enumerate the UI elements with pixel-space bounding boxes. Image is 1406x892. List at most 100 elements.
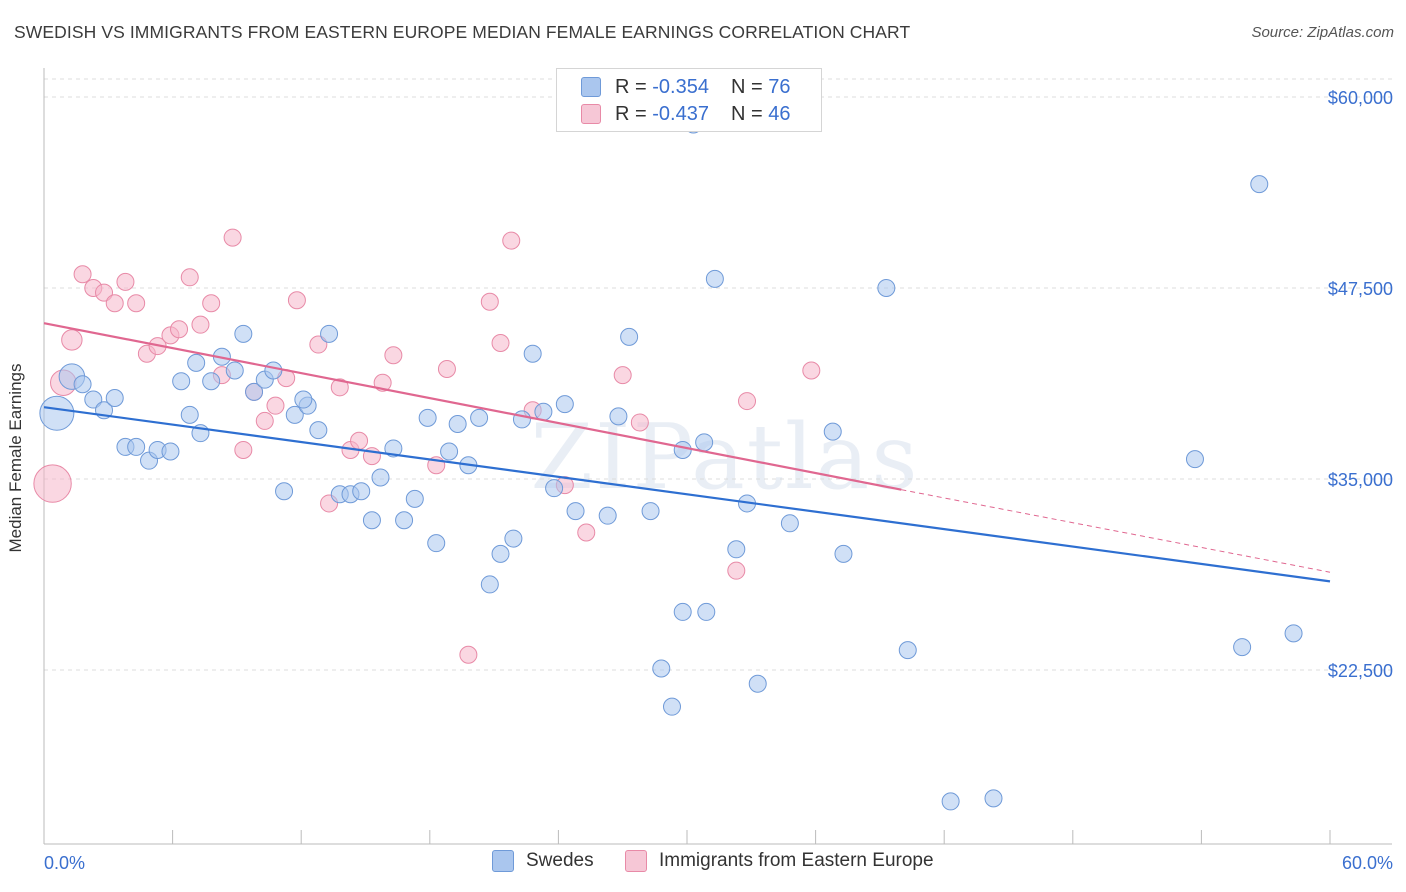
swedes-point xyxy=(440,442,459,461)
immigrants-point xyxy=(180,268,199,287)
swedes-point xyxy=(362,511,381,530)
immigrants-point xyxy=(116,272,135,291)
x-tick-label: 0.0% xyxy=(44,853,85,873)
immigrants-point xyxy=(437,359,456,378)
immigrants-point xyxy=(491,334,510,353)
swedes-point xyxy=(673,602,692,621)
swedes-point xyxy=(555,395,574,414)
swedes-point xyxy=(877,279,896,297)
swedes-point xyxy=(202,372,221,391)
swedes-swatch xyxy=(492,850,514,872)
swedes-point xyxy=(727,540,746,559)
swedes-point xyxy=(225,361,244,380)
immigrants-point xyxy=(309,335,328,354)
immigrants-point xyxy=(577,523,596,542)
swedes-point xyxy=(598,506,617,525)
immigrants-point xyxy=(191,315,210,334)
immigrants-point xyxy=(255,411,274,430)
swedes-point xyxy=(898,641,917,660)
swedes-point xyxy=(673,440,692,459)
legend-row-immigrants: R = -0.437 N = 46 xyxy=(581,101,790,127)
n-label: N = xyxy=(730,102,763,125)
r-value: -0.437 xyxy=(652,102,709,125)
y-tick-label: $22,500 xyxy=(1328,661,1393,681)
immigrants-point xyxy=(330,378,349,397)
swedes-point xyxy=(187,353,206,372)
swedes-point xyxy=(780,514,799,533)
immigrants-point xyxy=(384,346,403,365)
swedes-point xyxy=(285,405,304,424)
legend-label: Swedes xyxy=(526,850,594,871)
swedes-point xyxy=(180,405,199,424)
immigrants-point xyxy=(234,440,253,459)
swedes-point xyxy=(405,489,424,508)
swedes-point xyxy=(172,372,191,391)
swedes-point xyxy=(470,408,489,427)
swedes-point xyxy=(504,529,523,548)
swedes-point xyxy=(395,511,414,530)
swedes-point xyxy=(534,402,553,421)
immigrants-point xyxy=(170,320,189,339)
swedes-point xyxy=(512,410,531,429)
source-label: Source: ZipAtlas.com xyxy=(1251,24,1394,41)
r-label: R = xyxy=(615,75,647,98)
immigrants-point xyxy=(223,228,242,247)
swedes-point xyxy=(662,697,681,716)
swedes-point xyxy=(1250,175,1269,194)
swedes-point xyxy=(609,407,628,426)
swedes-point xyxy=(127,437,146,456)
y-tick-label: $60,000 xyxy=(1328,88,1393,108)
immigrants-point xyxy=(502,231,521,250)
n-value: 76 xyxy=(768,75,791,98)
immigrants-swatch xyxy=(581,104,601,124)
swedes-point xyxy=(264,361,283,380)
swedes-point xyxy=(275,482,294,501)
immigrants-point xyxy=(459,645,478,664)
swedes-point xyxy=(73,375,92,394)
swedes-point xyxy=(234,324,253,343)
n-label: N = xyxy=(730,75,763,98)
legend-item-swedes: Swedes xyxy=(492,850,594,872)
swedes-point xyxy=(39,395,75,431)
swedes-point xyxy=(823,422,842,441)
swedes-swatch xyxy=(581,77,601,97)
swedes-point xyxy=(309,421,328,440)
swedes-point xyxy=(418,408,437,427)
swedes-point xyxy=(105,389,124,408)
swedes-point xyxy=(294,390,313,409)
immigrants-point xyxy=(802,361,821,380)
legend-label: Immigrants from Eastern Europe xyxy=(659,850,934,871)
swedes-point xyxy=(984,789,1003,808)
immigrants-trendline-extension xyxy=(901,489,1331,573)
swedes-point xyxy=(491,544,510,563)
swedes-point xyxy=(245,382,264,401)
immigrants-point xyxy=(480,292,499,311)
swedes-point xyxy=(1284,624,1303,643)
swedes-point xyxy=(320,324,339,343)
swedes-point xyxy=(427,534,446,553)
swedes-point xyxy=(748,674,767,693)
watermark: ZIPatlas xyxy=(530,405,919,510)
immigrants-point xyxy=(127,294,146,313)
r-label: R = xyxy=(615,102,647,125)
swedes-point xyxy=(384,439,403,458)
immigrants-swatch xyxy=(625,850,647,872)
immigrants-point xyxy=(105,294,124,313)
swedes-point xyxy=(523,344,542,363)
legend-row-swedes: R = -0.354 N = 76 xyxy=(581,74,790,100)
swedes-point xyxy=(652,659,671,678)
swedes-point xyxy=(834,544,853,563)
y-axis-label: Median Female Earnings xyxy=(6,363,25,553)
swedes-point xyxy=(480,575,499,594)
swedes-point xyxy=(352,482,371,501)
y-tick-label: $47,500 xyxy=(1328,279,1393,299)
immigrants-trendline xyxy=(43,322,902,491)
swedes-point xyxy=(1233,638,1252,657)
swedes-point xyxy=(1185,450,1204,469)
swedes-point xyxy=(695,433,714,452)
immigrants-point xyxy=(630,413,649,432)
swedes-point xyxy=(84,390,103,409)
swedes-point xyxy=(620,327,639,346)
swedes-point xyxy=(941,792,960,811)
swedes-point xyxy=(448,414,467,433)
